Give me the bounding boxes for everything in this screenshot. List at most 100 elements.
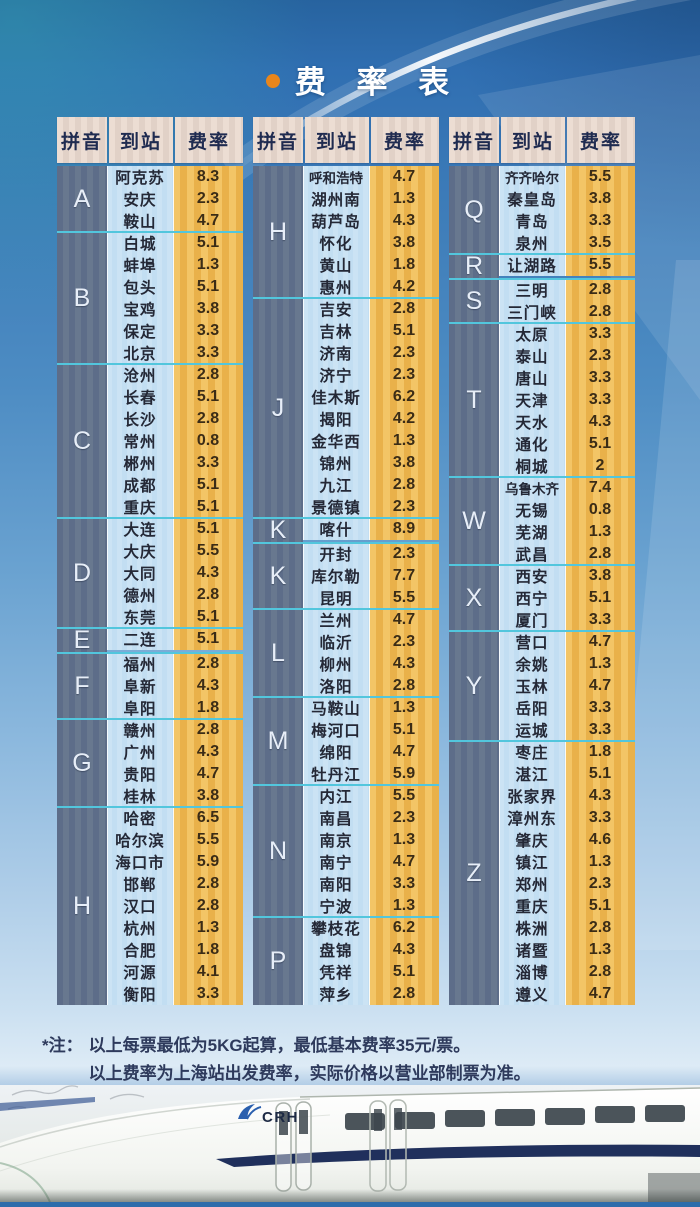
rate-cell: 2.3 [369,543,439,565]
pinyin-letter: E [57,628,107,653]
train-photo: CRH [0,1085,700,1203]
rate-cell: 6.2 [369,917,439,939]
city-cell: 北京 [107,342,173,364]
table-row: 营口 4.7 [499,631,635,653]
table-row: 遵义 4.7 [499,983,635,1005]
city-cell: 湖州南 [303,188,369,210]
door-left [275,1101,312,1192]
letter-group-Z: Z 枣庄 1.8 湛江 5.1 张家界 4.3 漳州东 3.3 肇庆 4.6 镇江 1.3 郑州 2.3 重庆… [449,740,635,1005]
table-row: 萍乡 2.8 [303,983,439,1005]
table-row: 福州 2.8 [107,653,243,675]
header-cell: 拼音 [57,117,107,163]
table-row: 葫芦岛 4.3 [303,210,439,232]
city-cell: 凭祥 [303,961,369,983]
city-cell: 呼和浩特 [303,166,369,188]
city-cell: 乌鲁木齐 [499,477,565,499]
table-row: 乌鲁木齐 7.4 [499,477,635,499]
table-row: 沧州 2.8 [107,364,243,386]
rate-cell: 1.3 [173,254,243,276]
city-cell: 桐城 [499,455,565,477]
rate-cell: 2.8 [173,895,243,917]
letter-group-M: M 马鞍山 1.3 梅河口 5.1 绵阳 4.7 牡丹江 5.9 [253,696,439,785]
pinyin-letter: Q [449,166,499,254]
table-row: 唐山 3.3 [499,367,635,389]
table-row: 东莞 5.1 [107,606,243,628]
rate-cell: 5.1 [173,276,243,298]
table-row: 河源 4.1 [107,961,243,983]
navy-stripe [216,1144,700,1167]
table-row: 锦州 3.8 [303,452,439,474]
rate-cell: 2.8 [173,873,243,895]
group-rows: 乌鲁木齐 7.4 无锡 0.8 芜湖 1.3 武昌 2.8 [499,477,635,565]
table-row: 惠州 4.2 [303,276,439,298]
table-row: 通化 5.1 [499,433,635,455]
table-row: 内江 5.5 [303,785,439,807]
rate-cell: 4.3 [369,210,439,232]
table-row: 梅河口 5.1 [303,719,439,741]
group-rows: 白城 5.1 蚌埠 1.3 包头 5.1 宝鸡 3.8 保定 3.3 北京 3.3 [107,232,243,364]
rate-cell: 3.3 [369,873,439,895]
letter-group-X: X 西安 3.8 西宁 5.1 厦门 3.3 [449,564,635,631]
orange-dot-icon [265,74,280,88]
table-row: 呼和浩特 4.7 [303,166,439,188]
city-cell: 马鞍山 [303,697,369,719]
city-cell: 株洲 [499,917,565,939]
pinyin-letter: H [57,807,107,1005]
rate-cell: 3.3 [565,697,635,719]
rate-cell: 2.8 [369,298,439,320]
table-row: 怀化 3.8 [303,232,439,254]
table-row: 蚌埠 1.3 [107,254,243,276]
table-row: 天津 3.3 [499,389,635,411]
city-cell: 吉安 [303,298,369,320]
city-cell: 海口市 [107,851,173,873]
city-cell: 衡阳 [107,983,173,1005]
rate-cell: 6.2 [369,386,439,408]
rate-cell: 1.3 [565,653,635,675]
nose-stripe [0,1097,95,1111]
letter-group-J: J 吉安 2.8 吉林 5.1 济南 2.3 济宁 2.3 佳木斯 6.2 揭阳 4.2 金华西 1.3 锦州… [253,297,439,518]
city-cell: 南昌 [303,807,369,829]
table-row: 三明 2.8 [499,279,635,301]
rate-cell: 5.1 [369,961,439,983]
city-cell: 柳州 [303,653,369,675]
pinyin-letter: T [449,323,499,477]
city-cell: 宁波 [303,895,369,917]
city-cell: 赣州 [107,719,173,741]
city-cell: 杭州 [107,917,173,939]
city-cell: 岳阳 [499,697,565,719]
rate-cell: 5.5 [565,254,635,276]
city-cell: 沧州 [107,364,173,386]
rate-cell: 2.3 [369,807,439,829]
group-rows: 让湖路 5.5 [499,254,635,279]
table-row: 淄博 2.8 [499,961,635,983]
rate-cell: 5.1 [565,587,635,609]
table-row: 北京 3.3 [107,342,243,364]
rate-cell: 2.3 [565,873,635,895]
letter-group-P: P 攀枝花 6.2 盘锦 4.3 凭祥 5.1 萍乡 2.8 [253,916,439,1005]
table-row: 牡丹江 5.9 [303,763,439,785]
header-cell: 到站 [109,117,173,163]
table-row: 青岛 3.3 [499,210,635,232]
rate-cell: 4.7 [565,983,635,1005]
table-row: 重庆 5.1 [107,496,243,518]
letter-group-L: L 兰州 4.7 临沂 2.3 柳州 4.3 洛阳 2.8 [253,608,439,697]
city-cell: 锦州 [303,452,369,474]
table-row: 汉口 2.8 [107,895,243,917]
header-cell: 拼音 [253,117,303,163]
letter-group-B: B 白城 5.1 蚌埠 1.3 包头 5.1 宝鸡 3.8 保定 3.3 北京 3.3 [57,231,243,364]
table-row: 玉林 4.7 [499,675,635,697]
table-row: 湖州南 1.3 [303,188,439,210]
letter-group-G: G 赣州 2.8 广州 4.3 贵阳 4.7 桂林 3.8 [57,718,243,807]
rate-cell: 1.8 [369,254,439,276]
city-cell: 长沙 [107,408,173,430]
city-cell: 南京 [303,829,369,851]
table-row: 长沙 2.8 [107,408,243,430]
table-body: Q 齐齐哈尔 5.5 秦皇岛 3.8 青岛 3.3 泉州 3.5 R 让湖路 5.5 S 三明 2.8 三门峡… [449,166,635,1005]
rate-cell: 2.8 [565,301,635,323]
city-cell: 西安 [499,565,565,587]
rate-cell: 1.3 [369,829,439,851]
header-cell: 费率 [567,117,635,163]
rate-cell: 3.8 [565,188,635,210]
rate-cell: 5.1 [173,496,243,518]
city-cell: 金华西 [303,430,369,452]
